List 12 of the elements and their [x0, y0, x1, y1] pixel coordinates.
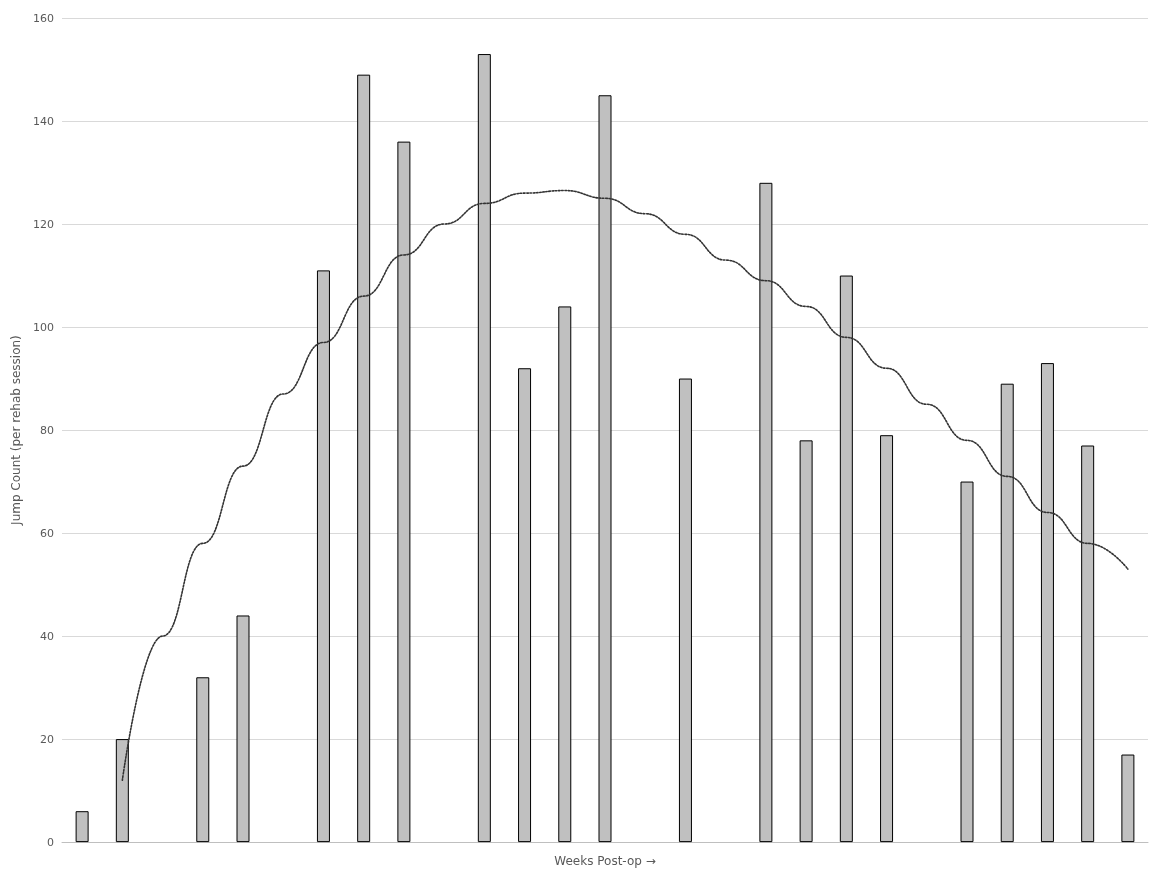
y-tick-label: 80 [40, 423, 54, 437]
y-tick-label: 0 [47, 835, 54, 849]
y-tick-label: 40 [40, 629, 54, 643]
y-tick-label: 160 [33, 11, 54, 25]
y-tick-label: 140 [33, 114, 54, 128]
y-axis-title: Jump Count (per rehab session) [9, 335, 23, 526]
x-axis-title: Weeks Post-op → [554, 854, 656, 868]
line-series [121, 189, 1129, 782]
y-tick-label: 100 [33, 320, 54, 334]
y-tick-label: 120 [33, 217, 54, 231]
y-tick-label: 20 [40, 732, 54, 746]
y-tick-label: 60 [40, 526, 54, 540]
